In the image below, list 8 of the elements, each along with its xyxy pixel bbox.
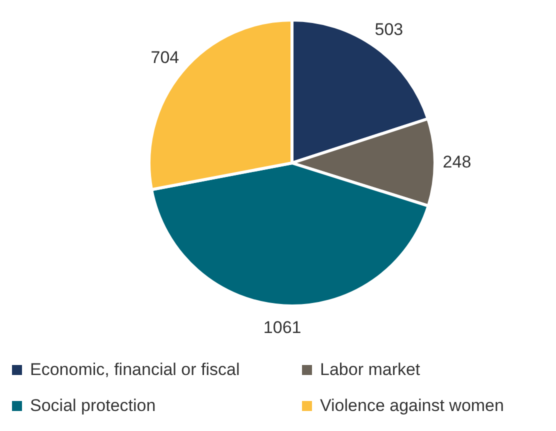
legend-label: Violence against women [320, 396, 504, 416]
legend-label: Labor market [320, 360, 420, 380]
legend-label: Economic, financial or fiscal [30, 360, 240, 380]
data-label: 1061 [263, 318, 302, 338]
legend-label: Social protection [30, 396, 156, 416]
data-label: 503 [374, 20, 404, 39]
data-label: 704 [150, 48, 180, 68]
data-label: 248 [442, 152, 472, 172]
